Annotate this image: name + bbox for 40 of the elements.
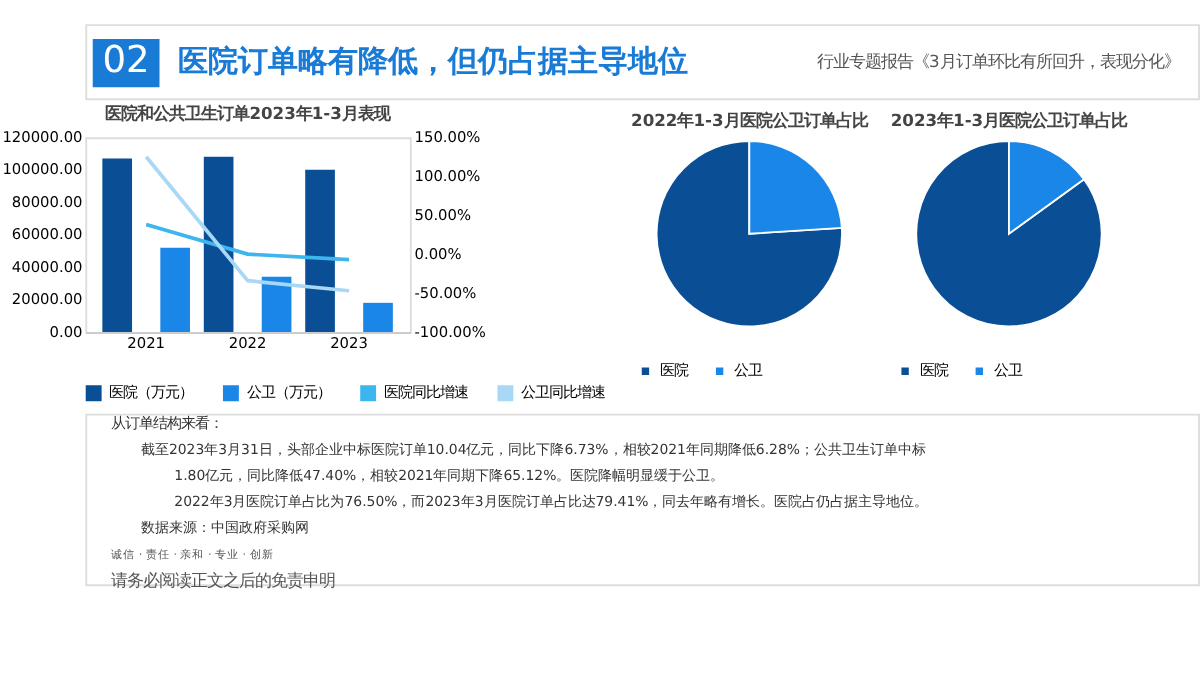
x-tick-label: 2023 — [330, 333, 369, 352]
text: 请务必阅读正文之后的免责申明 — [111, 570, 336, 591]
bar — [363, 302, 393, 333]
y-tick-label: 40000.00 — [11, 257, 84, 276]
y2-tick-label: -50.00% — [414, 283, 477, 302]
x-tick-label: 2022 — [228, 333, 267, 352]
pie-slice — [655, 140, 843, 328]
text: 行业专题报告《3月订单环比有所回升，表现分化》 — [816, 50, 1180, 71]
y-tick-label: 120000.00 — [2, 127, 84, 146]
legend-label: 医院（万元） — [109, 382, 194, 401]
slice-label: 医院 — [919, 360, 948, 379]
text: 02 — [102, 40, 150, 83]
y2-tick-label: -100.00% — [414, 322, 486, 341]
y2-tick-label: 50.00% — [414, 205, 472, 224]
pie-slice — [915, 140, 1103, 328]
legend-label: 医院同比增速 — [383, 382, 468, 401]
chart-title: 2023年1-3月医院公卫订单占比 — [890, 110, 1128, 131]
bar — [160, 247, 190, 333]
chart-title: 2022年1-3月医院公卫订单占比 — [631, 110, 868, 131]
y2-tick-label: 100.00% — [414, 166, 481, 185]
bar — [102, 158, 133, 333]
bar — [203, 156, 234, 333]
bar — [305, 169, 335, 333]
y-tick-label: 20000.00 — [11, 290, 84, 309]
y2-tick-label: 0.00% — [414, 244, 462, 263]
legend-label: 公卫（万元） — [246, 382, 331, 401]
legend-label: 公卫同比增速 — [521, 382, 606, 401]
y2-tick-label: 150.00% — [414, 127, 481, 146]
y-tick-label: 0.00 — [49, 322, 84, 341]
y-tick-label: 60000.00 — [11, 225, 84, 244]
legend-label: 公卫 — [994, 360, 1023, 379]
legend-label: 公卫 — [734, 360, 763, 379]
y-tick-label: 100000.00 — [2, 160, 84, 179]
text: 从订单结构来看： — [111, 414, 224, 433]
bar — [261, 276, 292, 333]
x-tick-label: 2021 — [127, 333, 166, 352]
legend-label: 医院 — [660, 360, 689, 379]
y-tick-label: 80000.00 — [11, 192, 84, 211]
chart-title: 医院和公共卫生订单2023年1-3月表现 — [105, 102, 392, 123]
text: 医院订单略有降低，但仍占据主导地位 — [178, 42, 689, 79]
